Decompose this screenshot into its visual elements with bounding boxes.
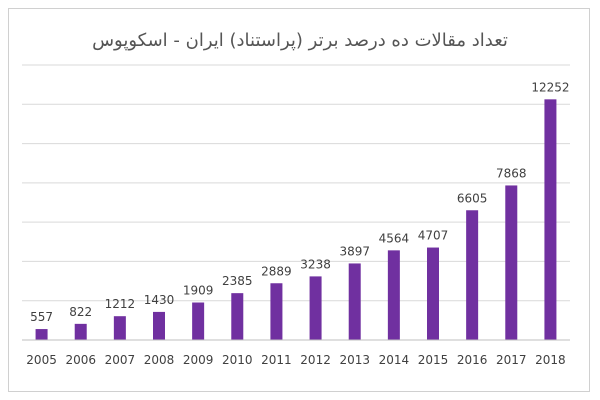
bar-2014 (387, 250, 400, 340)
x-tick-label-2015: 2015 (418, 353, 449, 367)
data-label-2011: 2889 (261, 264, 292, 278)
bar-2012 (309, 276, 322, 340)
bar-2007 (113, 316, 126, 340)
x-tick-label-2009: 2009 (183, 353, 214, 367)
x-tick-labels: 2005 2006 2007 2008 2009 2010 2011 2012 2013 2014… (26, 353, 565, 367)
bar-2018 (544, 99, 557, 340)
bar-2011 (270, 283, 283, 340)
data-labels: 557 822 1212 1430 1909 2385 2889 3238 3897 4564 47… (30, 80, 569, 324)
x-tick-label-2008: 2008 (144, 353, 175, 367)
x-tick-label-2007: 2007 (105, 353, 136, 367)
chart-frame (8, 8, 590, 392)
data-label-2017: 7868 (496, 166, 527, 180)
bar-2017 (505, 185, 518, 340)
data-label-2016: 6605 (457, 191, 488, 205)
x-tick-label-2006: 2006 (65, 353, 96, 367)
data-label-2012: 3238 (300, 257, 331, 271)
x-tick-label-2018: 2018 (535, 353, 566, 367)
x-tick-label-2014: 2014 (379, 353, 410, 367)
x-tick-label-2012: 2012 (300, 353, 331, 367)
x-tick-label-2005: 2005 (26, 353, 57, 367)
data-label-2010: 2385 (222, 274, 253, 288)
data-label-2007: 1212 (105, 297, 136, 311)
data-label-2014: 4564 (379, 231, 410, 245)
chart-title: تعداد مقالات ده درصد برتر (پراستناد) ایر… (92, 30, 508, 51)
bar-2016 (466, 210, 479, 340)
bar-2006 (74, 323, 87, 340)
bar-2013 (348, 263, 361, 340)
data-label-2015: 4707 (418, 229, 449, 243)
bars (35, 99, 557, 340)
bar-2009 (192, 302, 205, 340)
data-label-2013: 3897 (339, 244, 370, 258)
x-tick-label-2011: 2011 (261, 353, 292, 367)
x-tick-label-2017: 2017 (496, 353, 527, 367)
bar-2015 (427, 247, 439, 340)
bar-2005 (35, 329, 48, 340)
data-label-2008: 1430 (144, 293, 175, 307)
x-tick-label-2013: 2013 (339, 353, 370, 367)
bar-2008 (153, 311, 165, 340)
data-label-2009: 1909 (183, 284, 214, 298)
bar-2010 (231, 293, 244, 340)
x-tick-label-2010: 2010 (222, 353, 253, 367)
gridlines (22, 64, 570, 302)
data-label-2018: 12252 (531, 80, 569, 94)
data-label-2006: 822 (69, 305, 92, 319)
x-tick-label-2016: 2016 (457, 353, 488, 367)
data-label-2005: 557 (30, 310, 53, 324)
